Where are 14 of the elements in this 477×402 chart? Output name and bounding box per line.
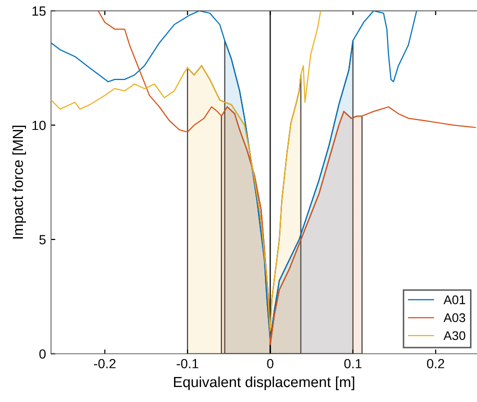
x-tick-label: 0 (267, 358, 274, 368)
legend-label: A03 (444, 313, 466, 322)
y-tick-label: 0 (39, 349, 46, 359)
x-tick-label: -0.2 (94, 358, 116, 368)
x-tick-label: -0.1 (176, 358, 198, 368)
x-tick-label: 0.1 (344, 358, 362, 368)
y-tick-label: 10 (32, 120, 46, 130)
legend-label: A30 (444, 331, 466, 340)
legend-label: A01 (444, 295, 466, 304)
x-axis-title: Equivalent displacement [m] (174, 376, 354, 390)
y-axis-title: Impact force [MN] (12, 126, 26, 238)
y-tick-label: 15 (32, 6, 46, 16)
y-tick-label: 5 (39, 235, 46, 244)
x-tick-label: 0.2 (426, 358, 444, 368)
